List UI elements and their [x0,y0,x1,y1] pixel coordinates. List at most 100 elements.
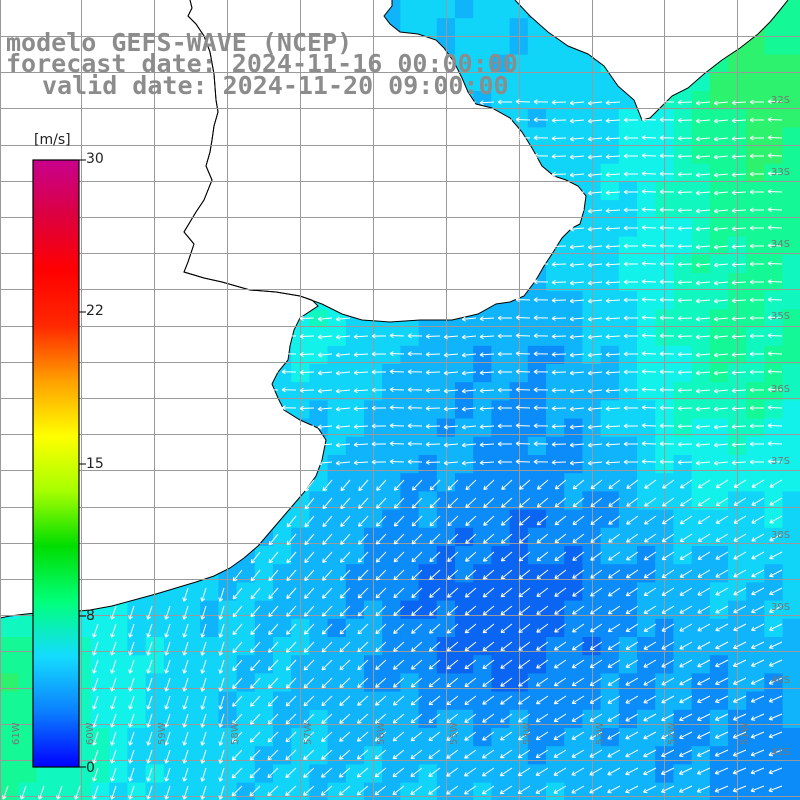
wind-arrow [571,767,585,776]
wind-arrow [587,100,603,106]
wind-arrow [128,623,135,638]
wind-arrow [768,767,783,775]
wind-arrow [428,659,441,670]
wind-arrow [623,405,638,411]
wind-arrow [751,623,765,632]
wind-arrow [146,749,153,764]
wind-arrow [250,569,261,582]
wind-arrow [517,767,531,777]
wind-arrow [499,767,513,777]
wind-arrow [317,424,333,430]
wind-arrow [231,767,243,779]
wind-arrow [697,533,711,542]
wind-arrow [625,731,639,740]
wind-arrow [643,587,657,596]
wind-arrow [554,551,567,562]
wind-arrow [425,459,441,465]
colorbar-tick-22: 22 [86,303,104,319]
wind-arrow [268,551,279,564]
wind-arrow [303,695,315,707]
wind-arrow [536,497,549,508]
wind-arrow [304,587,315,599]
wind-arrow [250,605,261,618]
wind-arrow [263,369,279,375]
wind-arrow [317,460,333,466]
wind-arrow [411,497,423,509]
wind-arrow [392,731,405,742]
wind-arrow [533,459,549,465]
wind-arrow [713,226,729,232]
wind-arrow [641,117,657,123]
lat-label: 40S [771,675,791,686]
wind-arrow [218,695,225,710]
wind-arrow [299,333,315,339]
wind-arrow [268,623,279,635]
wind-arrow [571,713,585,722]
wind-arrow [677,387,693,393]
wind-arrow [608,569,621,579]
wind-arrow [321,713,333,725]
wind-arrow [605,298,621,304]
wind-arrow [587,352,603,358]
wind-arrow [715,659,729,668]
wind-arrow [482,623,495,634]
wind-arrow [767,189,783,195]
wind-arrow [732,695,747,703]
wind-arrow [535,713,549,723]
wind-arrow [250,641,261,653]
wind-arrow [623,279,638,285]
wind-arrow [643,605,657,614]
wind-arrow [605,352,621,358]
lat-label: 32S [771,95,791,106]
wind-arrow [464,713,477,723]
wind-arrow [626,479,639,489]
wind-arrow [339,713,351,724]
wind-arrow [249,749,261,761]
wind-arrow [533,441,549,447]
wind-arrow [501,497,513,508]
wind-arrow [750,767,765,775]
wind-arrow [587,280,603,286]
wind-arrow [146,659,153,674]
wind-arrow [339,623,351,635]
wind-arrow [482,677,495,687]
wind-arrow [749,243,764,249]
wind-arrow [128,731,135,746]
wind-arrow [110,749,117,764]
wind-arrow [164,767,171,782]
wind-arrow [750,713,765,721]
wind-arrow [643,785,657,794]
wind-arrow [554,533,567,544]
wind-arrow [464,695,477,705]
wind-arrow [285,767,297,779]
wind-arrow [750,695,765,703]
wind-arrow [731,370,747,376]
wind-arrow [281,351,297,357]
wind-arrow [590,515,603,525]
wind-arrow [659,243,675,249]
wind-arrow [482,659,495,670]
wind-arrow [626,515,639,525]
wind-arrow [371,351,387,357]
wind-arrow [554,587,567,597]
wind-arrow [641,135,657,141]
wind-arrow [623,459,638,465]
wind-arrow [464,587,477,598]
wind-arrow [697,479,711,489]
wind-arrow [92,623,99,638]
wind-arrow [551,153,567,159]
wind-arrow [767,369,783,375]
wind-arrow [572,623,585,633]
wind-arrow [697,569,711,578]
wind-arrow [536,641,549,651]
wind-arrow [338,767,351,778]
wind-arrow [357,569,369,581]
wind-arrow [587,262,603,268]
wind-arrow [590,497,603,508]
wind-arrow [751,479,765,488]
wind-arrow [357,551,369,563]
wind-arrow [551,333,567,339]
wind-arrow [232,641,243,654]
wind-arrow [641,243,657,249]
wind-arrow [268,659,279,671]
